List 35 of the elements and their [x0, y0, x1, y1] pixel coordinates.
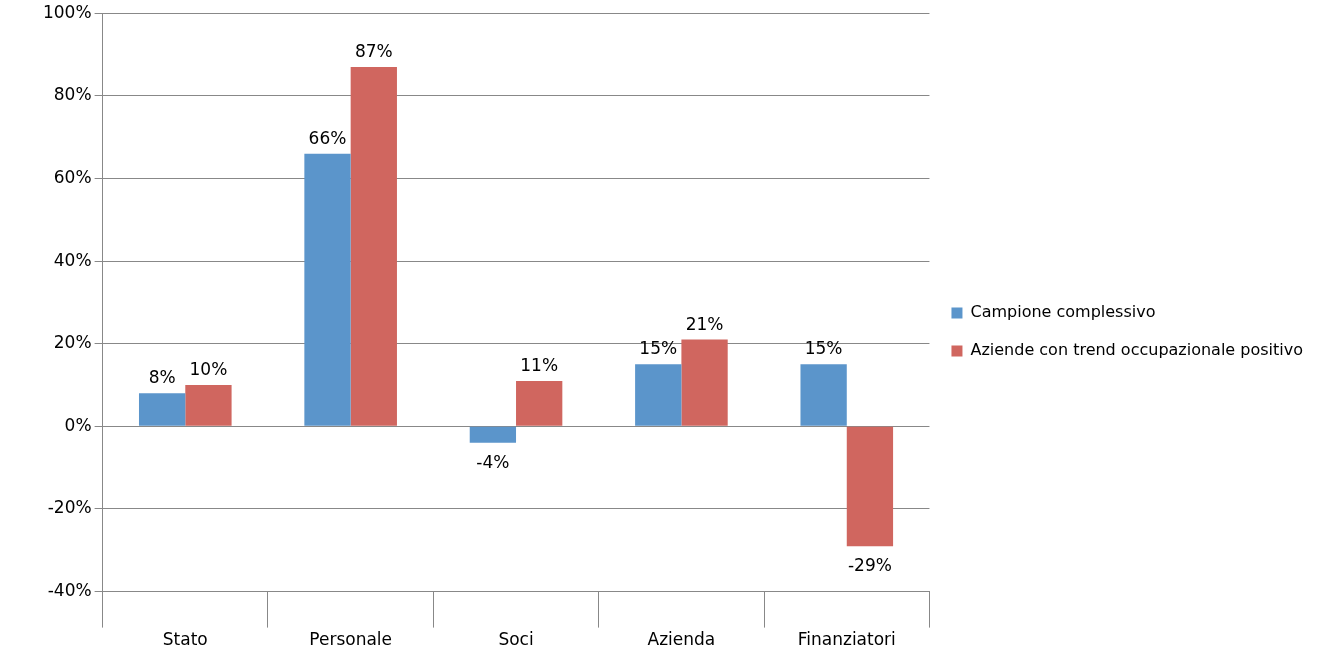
bar [304, 153, 351, 426]
x-tick-label: Stato [162, 629, 208, 650]
data-label: 21% [685, 313, 724, 334]
bar [185, 385, 232, 426]
bar [800, 364, 847, 426]
legend-label: Aziende con trend occupazionale positivo [970, 340, 1304, 360]
bar [635, 364, 682, 426]
y-tick-label: -20% [47, 497, 92, 518]
bar [846, 426, 894, 547]
legend-label: Campione complessivo [970, 302, 1156, 322]
data-label: 8% [148, 367, 176, 388]
y-tick-label: 60% [53, 166, 92, 187]
y-tick-label: 100% [42, 1, 92, 22]
y-tick-label: -40% [47, 580, 92, 601]
y-tick-label: 0% [64, 414, 92, 435]
y-tick-label: 20% [53, 332, 92, 353]
bar [516, 380, 563, 426]
data-label: 15% [639, 338, 678, 359]
data-label: 87% [354, 40, 393, 61]
x-tick-label: Soci [498, 629, 534, 650]
data-label: 15% [804, 338, 843, 359]
x-tick-label: Finanziatori [797, 629, 896, 650]
y-tick-label: 80% [53, 84, 92, 105]
bar [350, 66, 397, 426]
x-tick-label: Azienda [647, 629, 716, 650]
bar [681, 339, 728, 426]
y-tick-label: 40% [53, 249, 92, 270]
x-tick-label: Personale [309, 629, 393, 650]
data-label: 11% [520, 354, 559, 375]
bar [469, 426, 517, 443]
data-label: -4% [476, 451, 510, 472]
data-label: 66% [308, 127, 347, 148]
bar [138, 393, 186, 426]
data-label: -29% [847, 555, 892, 576]
data-label: 10% [189, 358, 228, 379]
